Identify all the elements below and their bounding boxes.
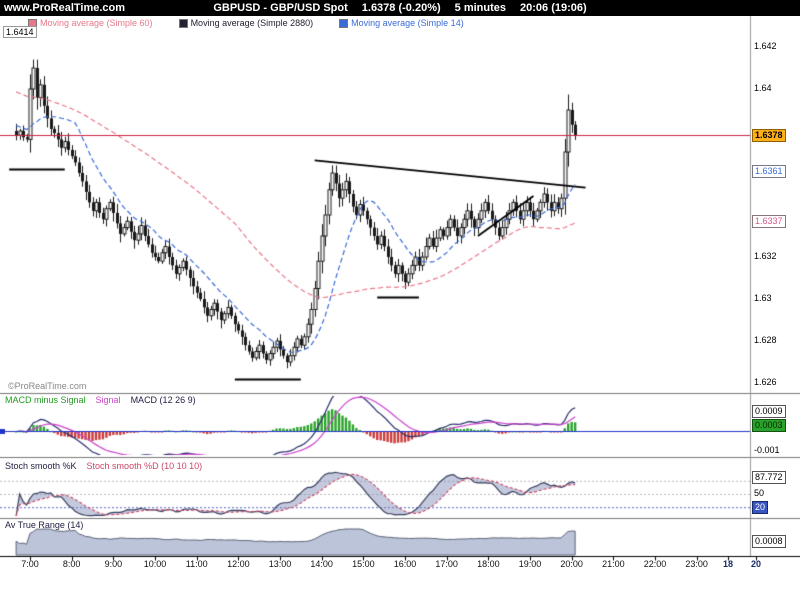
price-tick: 1.63 [754,293,772,303]
time-tick: 20:00 [560,559,583,569]
time-tick: 11:00 [185,559,208,569]
legend-label[interactable]: Moving average (Simple 2880) [190,18,314,28]
price-tick: 1.632 [754,251,777,261]
atr-legend: Av True Range (14) [5,520,83,530]
clock-label: 20:06 (19:06) [520,2,587,14]
legend-label[interactable]: Signal [95,395,121,405]
timeframe-label: 5 minutes [454,2,507,14]
stoch-value-tag: 87.772 [752,471,786,485]
legend-item: Moving average (Simple 14) [339,18,464,28]
stoch-value-tag: 50 [754,488,765,498]
time-tick: 15:00 [352,559,375,569]
time-axis[interactable]: 7:00 8:00 9:00 10:00 11:00 12:00 13:00 14:00 15:… [0,559,800,573]
price-value-tag: 1.6378 [752,129,786,143]
time-tick: 17:00 [435,559,458,569]
price-tick: 1.642 [754,41,777,51]
time-tick: 13:00 [268,559,292,569]
legend-label[interactable]: Moving average (Simple 60) [40,18,153,28]
symbol-label: GBPUSD - GBP/USD Spot [213,2,348,14]
legend-label[interactable]: MACD (12 26 9) [130,395,196,405]
price-tick: 1.64 [754,83,772,93]
legend-label[interactable]: Moving average (Simple 14) [351,18,464,28]
time-tick: 23:00 [685,559,708,569]
time-tick: 14:00 [310,559,333,569]
macd-value-tag: -0.001 [754,445,780,455]
date-tick: 18 [722,559,734,569]
ma-line-swatch-icon [178,18,188,28]
time-tick: 7:00 [21,559,39,569]
time-tick: 21:00 [602,559,625,569]
time-tick: 22:00 [643,559,667,569]
legend-item: Stoch smooth %D (10 10 10) [87,461,203,471]
watermark: ©ProRealTime.com [8,381,87,391]
legend-item: Signal [96,395,121,405]
macd-value-tag: 0.0009 [752,404,786,418]
atr-value-tag: 0.0008 [752,535,786,548]
stoch-legend: Stoch smooth %K Stoch smooth %D (10 10 10… [5,461,202,471]
legend-item: Av True Range (14) [5,520,83,530]
legend-label[interactable]: MACD minus Signal [5,395,86,405]
time-tick: 18:00 [477,559,500,569]
chart-title: GBPUSD - GBP/USD Spot 1.6378 (-0.20%) 5 mi… [0,2,800,14]
time-tick: 10:00 [143,559,167,569]
legend-item: Moving average (Simple 2880) [178,18,314,28]
time-tick: 19:00 [518,559,542,569]
date-tick: 20 [750,559,762,569]
legend-item: MACD minus Signal [5,395,86,405]
price-change-label: 1.6378 (-0.20%) [361,2,441,14]
legend-item: Stoch smooth %K [5,461,77,471]
legend-label[interactable]: Av True Range (14) [5,520,84,530]
stoch-value-tag: 20 [752,501,769,515]
price-tick: 1.626 [754,377,777,387]
price-value-tag: 1.6337 [752,215,786,229]
ma-legend: Moving average (Simple 60) Moving average… [28,18,464,28]
time-tick: 8:00 [62,559,81,569]
time-tick: 9:00 [104,559,123,569]
price-axis[interactable]: 1.642 1.64 1.6378 1.6361 1.6337 1.632 1.63 1.62… [750,0,800,600]
legend-label[interactable]: Stoch smooth %D (10 10 10) [86,461,203,471]
price-tick: 1.628 [754,335,777,345]
legend-label[interactable]: Stoch smooth %K [5,461,77,471]
ma-line-swatch-icon [339,18,349,28]
time-tick: 16:00 [393,559,417,569]
site-link[interactable]: www.ProRealTime.com [4,2,126,14]
time-tick: 12:00 [227,559,250,569]
price-value-tag: 1.6361 [752,164,786,178]
legend-item: MACD (12 26 9) [131,395,196,405]
legend-item: Moving average (Simple 60) [28,18,153,28]
session-high-label: 1.6414 [3,26,37,38]
macd-legend: MACD minus Signal Signal MACD (12 26 9) [5,395,196,405]
top-bar: www.ProRealTime.com GBPUSD - GBP/USD Spo… [0,0,800,16]
macd-value-tag: 0.0003 [752,418,786,432]
